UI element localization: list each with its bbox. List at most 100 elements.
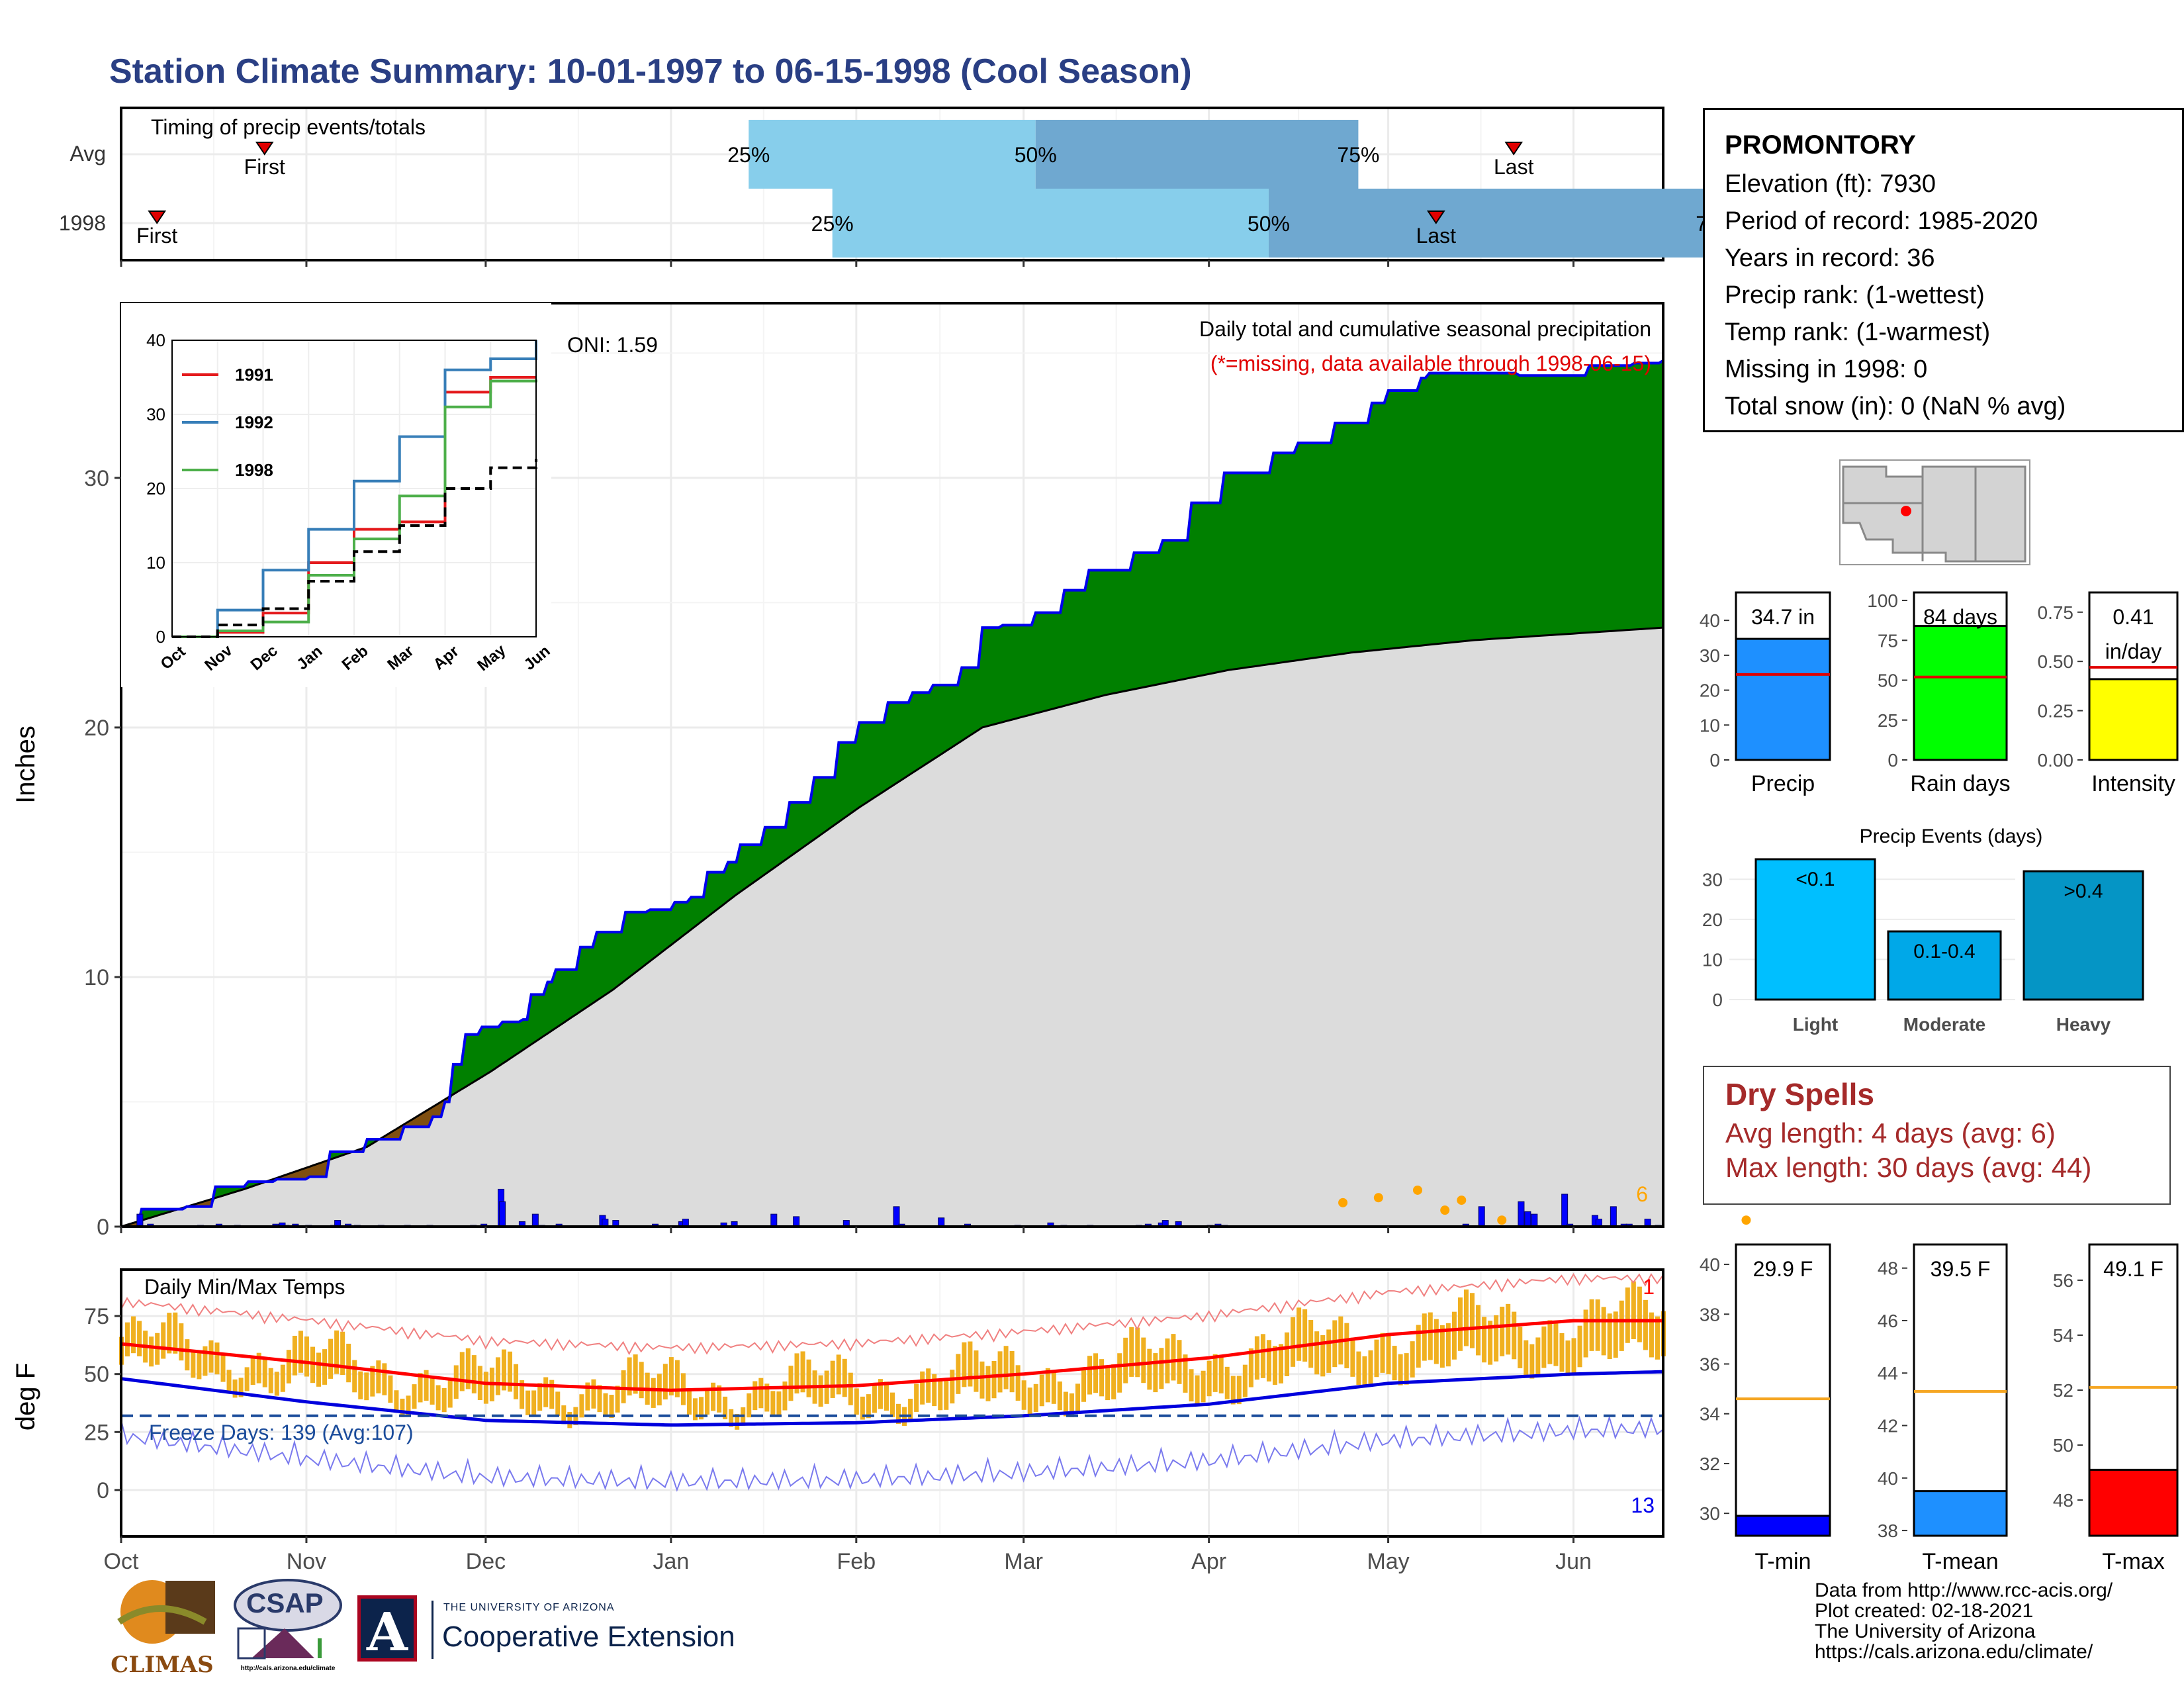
last-label: Last [1416,224,1457,248]
events-category-label: Heavy [2056,1014,2111,1035]
temp-range-bar [537,1383,543,1411]
temp-range-bar [944,1380,949,1410]
temp-range-bar [1332,1320,1338,1368]
temp-lines [120,1273,1664,1492]
station-years: Years in record: 36 [1725,244,1935,272]
temp-range-bar [729,1409,734,1427]
temp-range-bar [896,1403,901,1425]
tmean-tick-label: 42 [1878,1416,1898,1436]
temp-range-bar [711,1382,716,1411]
temp-range-bar [633,1354,638,1394]
intensity-bar [2088,678,2179,761]
oni-label: ONI: 1.59 [567,333,658,357]
x-tick-label: Feb [837,1549,876,1574]
temp-range-bar [256,1352,261,1383]
events-bar-label: >0.4 [2064,880,2103,902]
temp-range-bar [1272,1346,1277,1385]
y-tick-label: 25 [84,1420,109,1445]
temp-range-bar [1279,1344,1284,1383]
temp-range-bar [555,1391,561,1416]
temp-range-bar [1518,1327,1523,1368]
inset-legend-label: 1992 [235,412,273,432]
x-tick-label: Jan [653,1549,689,1574]
temp-range-bar [525,1390,531,1415]
dry-spells-box: Dry Spells Avg length: 4 days (avg: 6) M… [1703,1066,2171,1205]
timing-pct-label: 25% [811,212,854,236]
rain-days-tick-label: 50 [1878,671,1898,691]
temp-range-bar [250,1356,255,1385]
timing-frame [120,107,1664,261]
temp-range-bar [752,1381,758,1411]
temp-range-bar [1147,1348,1152,1390]
temp-range-bar [1476,1305,1481,1356]
inset-line-avg [172,459,537,638]
tmean-tick-label: 40 [1878,1468,1898,1489]
temp-range-bar [1111,1364,1116,1399]
intensity-value-label: 0.41 [2113,605,2154,629]
temp-range-bar [1195,1375,1200,1405]
temp-range-bar [800,1351,805,1393]
climatology-area [121,628,1663,1227]
temp-range-bar [627,1357,632,1396]
precip-label-1: Daily total and cumulative seasonal prec… [1199,317,1651,341]
temp-range-bar [1314,1331,1320,1375]
last-marker [1504,142,1524,156]
temp-range-bar [400,1398,405,1417]
temp-range-bar [1637,1286,1642,1342]
rain-days-tick-label: 25 [1878,710,1898,731]
temp-range-bar [453,1365,459,1399]
daily-precip-bar [499,1201,506,1227]
temp-range-bar [1655,1316,1660,1360]
timing-bar-q25-q50 [749,120,1036,189]
temp-range-bar [1439,1325,1445,1368]
daily-precip-bar [1524,1211,1531,1227]
intensity-value-label: in/day [2105,639,2161,663]
temp-range-bar [1559,1333,1565,1372]
timing-bar-q50-q75 [1035,120,1359,189]
heavy-event-marker [1457,1196,1467,1205]
climas-text: CLIMAS [111,1652,214,1678]
temp-range-bar [501,1349,506,1391]
credit-university: The University of Arizona [1815,1620,2036,1642]
temp-range-bar [328,1338,334,1379]
dry-spells-avg: Avg length: 4 days (avg: 6) [1725,1117,2056,1149]
temp-range-bar [298,1331,303,1373]
temp-range-bar [1087,1356,1093,1395]
temp-range-bar [214,1342,220,1375]
station-name: PROMONTORY [1725,130,1916,160]
temp-range-bar [1601,1307,1606,1356]
timing-row-1998: 1998 [59,211,106,235]
temp-range-bar [191,1350,196,1378]
temp-range-bar [316,1352,322,1387]
temp-range-bar [495,1357,500,1395]
events-category-label: Light [1793,1014,1838,1035]
temp-range-bar [860,1396,865,1420]
temp-range-bar [926,1368,931,1403]
temp-range-bar [465,1348,471,1389]
temp-range-bar [1649,1312,1654,1358]
temp-frame [120,1268,1664,1538]
station-missing: Missing in 1998: 0 [1725,355,1928,383]
temp-range-bar [1445,1323,1451,1367]
temp-range-bar [1057,1381,1062,1411]
temp-range-bar [662,1364,668,1400]
ua-logo: A THE UNIVERSITY OF ARIZONA Cooperative … [357,1595,754,1668]
temp-range-bar [1457,1297,1463,1351]
precip-total-tick-label: 30 [1700,645,1720,666]
intensity-tick-label: 0.25 [2038,701,2074,722]
inset-y-label: 0 [156,627,165,647]
temp-range-bar [514,1364,519,1399]
temp-range-bar [179,1323,184,1361]
timing-bar-q25-q50 [832,189,1269,258]
temp-y-axis: 0 25 50 75 [84,1304,121,1503]
daily-precip-bar [1531,1213,1538,1227]
y-tick-label: 30 [84,466,109,491]
temp-range-bar [1297,1307,1302,1361]
temp-range-bar [418,1373,423,1403]
temp-range-bar [1129,1327,1134,1377]
temp-range-bar [364,1372,369,1401]
rain-days-tick-label: 100 [1867,590,1898,611]
temp-range-bar [1482,1317,1487,1363]
